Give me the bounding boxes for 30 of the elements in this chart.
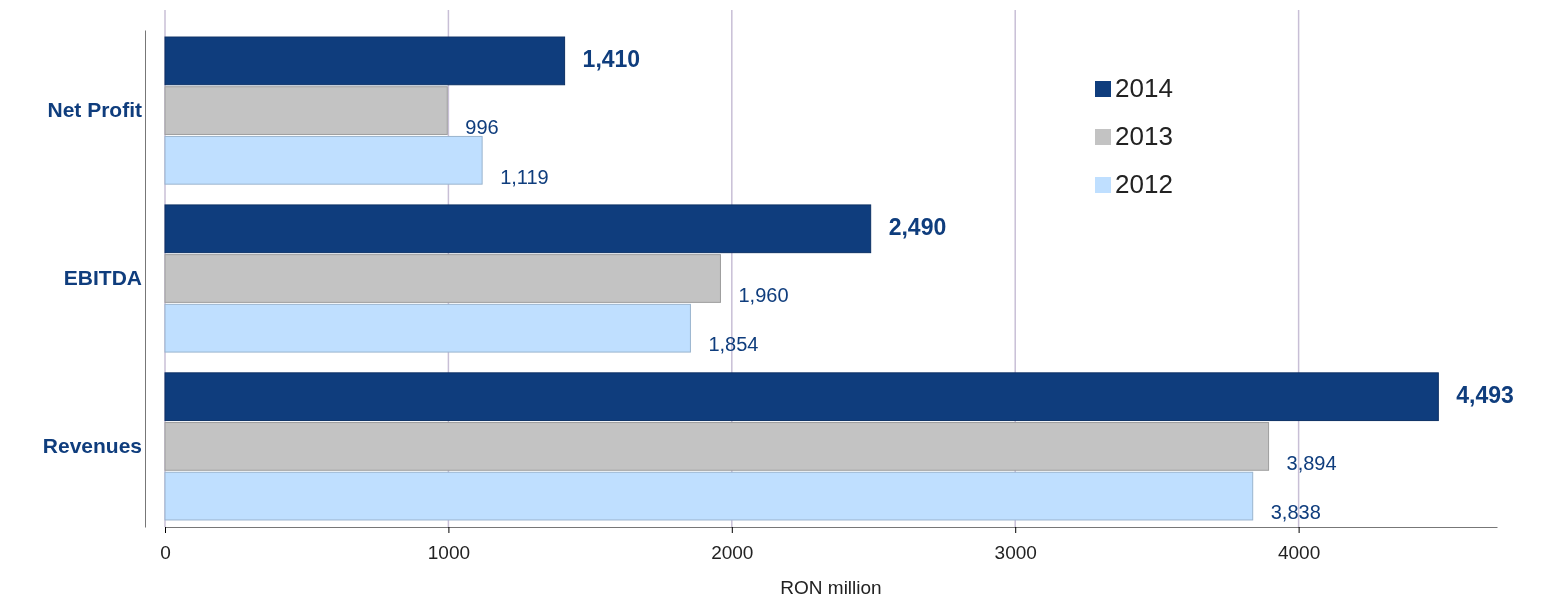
data-label: 1,854 bbox=[708, 333, 759, 356]
legend-label: 2013 bbox=[1115, 120, 1173, 151]
data-label: 1,960 bbox=[738, 283, 789, 306]
bar bbox=[164, 86, 448, 135]
x-tick-label: 3000 bbox=[994, 541, 1037, 563]
bar bbox=[164, 422, 1270, 471]
data-label: 2,490 bbox=[888, 213, 947, 240]
x-tick-label: 2000 bbox=[711, 541, 754, 563]
bar bbox=[164, 471, 1254, 521]
legend-label: 2014 bbox=[1115, 72, 1173, 103]
y-tick-label: EBITDA bbox=[63, 266, 142, 290]
data-label: 1,119 bbox=[500, 165, 549, 188]
data-label: 1,410 bbox=[582, 45, 641, 72]
bar bbox=[164, 303, 691, 353]
bar bbox=[164, 254, 721, 303]
y-tick-label: Net Profit bbox=[47, 98, 143, 122]
x-tick-label: 4000 bbox=[1277, 541, 1321, 563]
x-tick-label: 1000 bbox=[427, 541, 471, 563]
data-label: 996 bbox=[465, 115, 499, 138]
bar bbox=[164, 36, 566, 86]
bar bbox=[164, 372, 1439, 422]
y-tick-label: Revenues bbox=[42, 434, 142, 458]
data-label: 4,493 bbox=[1456, 381, 1514, 408]
data-label: 3,838 bbox=[1270, 501, 1321, 524]
x-tick-label: 0 bbox=[160, 541, 171, 563]
bar bbox=[164, 204, 872, 254]
bar bbox=[164, 135, 483, 185]
data-label: 3,894 bbox=[1286, 451, 1337, 474]
x-axis-title: RON million bbox=[780, 577, 882, 598]
legend-label: 2012 bbox=[1115, 168, 1173, 199]
